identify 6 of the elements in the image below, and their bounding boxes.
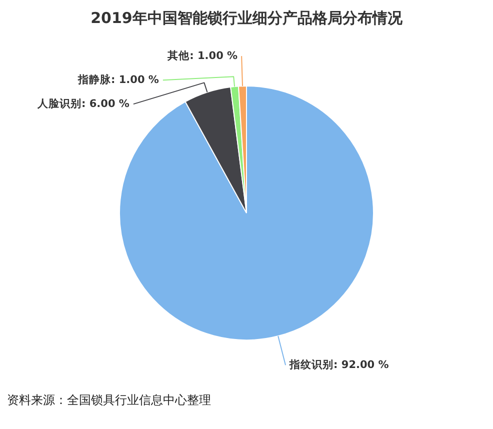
slice-label: 指静脉: 1.00 % — [77, 73, 160, 86]
slice-label: 其他: 1.00 % — [166, 49, 238, 62]
text: 资料来源：全国锁具行业信息中心整理 — [7, 393, 211, 407]
chart-title: 2019年中国智能锁行业细分产品格局分布情况 — [90, 9, 404, 27]
slice-label: 指纹识别: 92.00 % — [288, 358, 390, 372]
slice-label: 人脸识别: 6.00 % — [36, 97, 130, 110]
